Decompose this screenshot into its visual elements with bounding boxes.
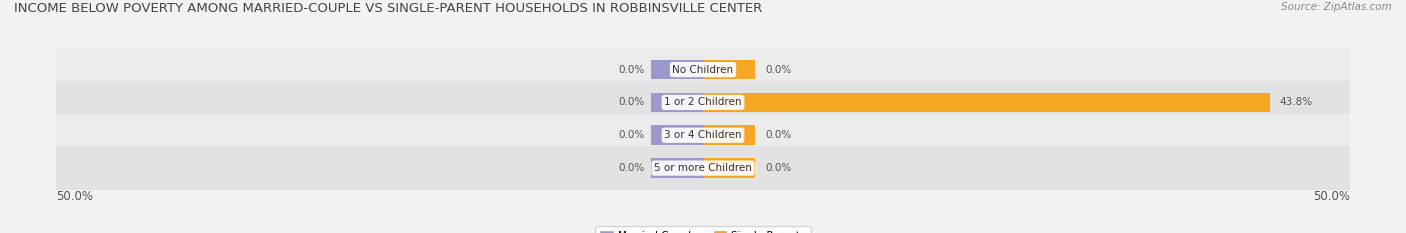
Bar	[651, 125, 703, 145]
Bar	[651, 93, 703, 112]
Bar	[56, 113, 1350, 157]
Text: 0.0%: 0.0%	[765, 163, 792, 173]
Text: 5 or more Children: 5 or more Children	[654, 163, 752, 173]
Text: No Children: No Children	[672, 65, 734, 75]
Text: Source: ZipAtlas.com: Source: ZipAtlas.com	[1281, 2, 1392, 12]
Text: 3 or 4 Children: 3 or 4 Children	[664, 130, 742, 140]
Text: 0.0%: 0.0%	[619, 97, 645, 107]
Text: 50.0%: 50.0%	[1313, 190, 1350, 203]
Text: 0.0%: 0.0%	[619, 65, 645, 75]
Bar	[56, 81, 1350, 124]
Bar	[703, 158, 755, 178]
Text: 0.0%: 0.0%	[619, 163, 645, 173]
Bar	[56, 48, 1350, 91]
Text: 0.0%: 0.0%	[765, 65, 792, 75]
Text: 1 or 2 Children: 1 or 2 Children	[664, 97, 742, 107]
Bar	[651, 158, 703, 178]
Text: INCOME BELOW POVERTY AMONG MARRIED-COUPLE VS SINGLE-PARENT HOUSEHOLDS IN ROBBINS: INCOME BELOW POVERTY AMONG MARRIED-COUPL…	[14, 2, 762, 15]
Text: 43.8%: 43.8%	[1279, 97, 1313, 107]
Bar	[703, 93, 1270, 112]
Bar	[651, 60, 703, 79]
Bar	[56, 146, 1350, 190]
Text: 50.0%: 50.0%	[56, 190, 93, 203]
Bar	[703, 125, 755, 145]
Text: 0.0%: 0.0%	[765, 130, 792, 140]
Text: 0.0%: 0.0%	[619, 130, 645, 140]
Bar	[703, 60, 755, 79]
Legend: Married Couples, Single Parents: Married Couples, Single Parents	[595, 226, 811, 233]
